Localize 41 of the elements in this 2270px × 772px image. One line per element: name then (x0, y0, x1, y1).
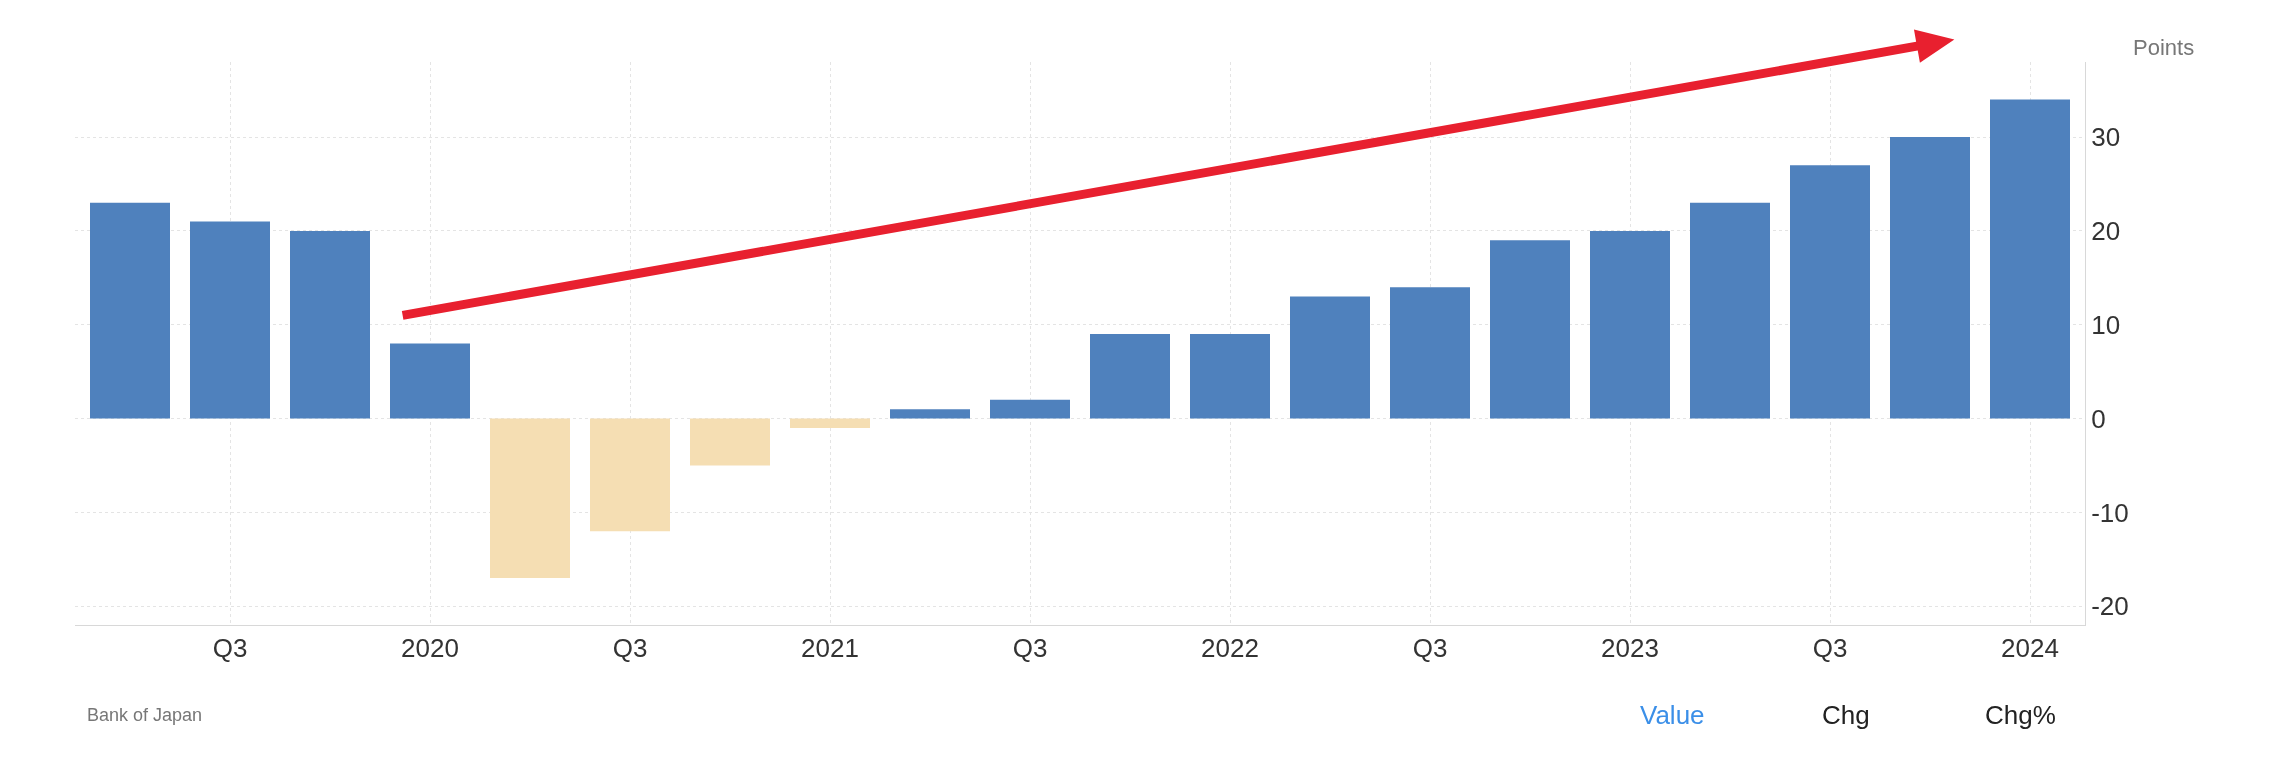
x-tick-label: 2022 (1201, 633, 1259, 664)
bar (90, 202, 170, 419)
bar (690, 418, 770, 466)
bar (1290, 296, 1370, 419)
bar (790, 418, 870, 428)
x-tick-label: 2021 (801, 633, 859, 664)
bar (1190, 334, 1270, 419)
x-tick-label: Q3 (212, 633, 248, 664)
text: Chg% (1985, 700, 2056, 730)
y-tick-label: 30 (2091, 122, 2121, 153)
text: Value (1640, 700, 1705, 730)
y-tick-label: 10 (2091, 309, 2121, 340)
text: Chg (1822, 700, 1870, 730)
bar (190, 221, 270, 419)
bar (490, 418, 570, 579)
bar (590, 418, 670, 532)
y-tick-label: 20 (2091, 216, 2121, 246)
y-axis-title: Points (2133, 35, 2195, 60)
bar (1090, 334, 1170, 419)
bar (1690, 202, 1770, 419)
bar (1790, 165, 1870, 419)
x-tick-label: Q3 (612, 633, 648, 664)
x-tick-label: Q3 (1812, 633, 1848, 664)
y-tick-label: -20 (2091, 591, 2129, 622)
y-tick-label: 0 (2091, 403, 2106, 434)
y-tick-label: -10 (2091, 497, 2129, 528)
bar (390, 343, 470, 419)
bar (1390, 287, 1470, 419)
x-tick-label: 2020 (401, 633, 459, 664)
bar (890, 409, 970, 419)
bar (1490, 240, 1570, 419)
x-tick-label: Q3 (1412, 633, 1448, 664)
bar (1990, 99, 2070, 419)
bar (990, 399, 1070, 419)
bar (1590, 230, 1670, 419)
bar (290, 230, 370, 419)
x-tick-label: 2024 (2001, 633, 2059, 664)
text: Bank of Japan (87, 705, 203, 725)
x-tick-label: Q3 (1012, 633, 1048, 664)
bar (1890, 137, 1970, 419)
x-tick-label: 2023 (1601, 633, 1659, 664)
